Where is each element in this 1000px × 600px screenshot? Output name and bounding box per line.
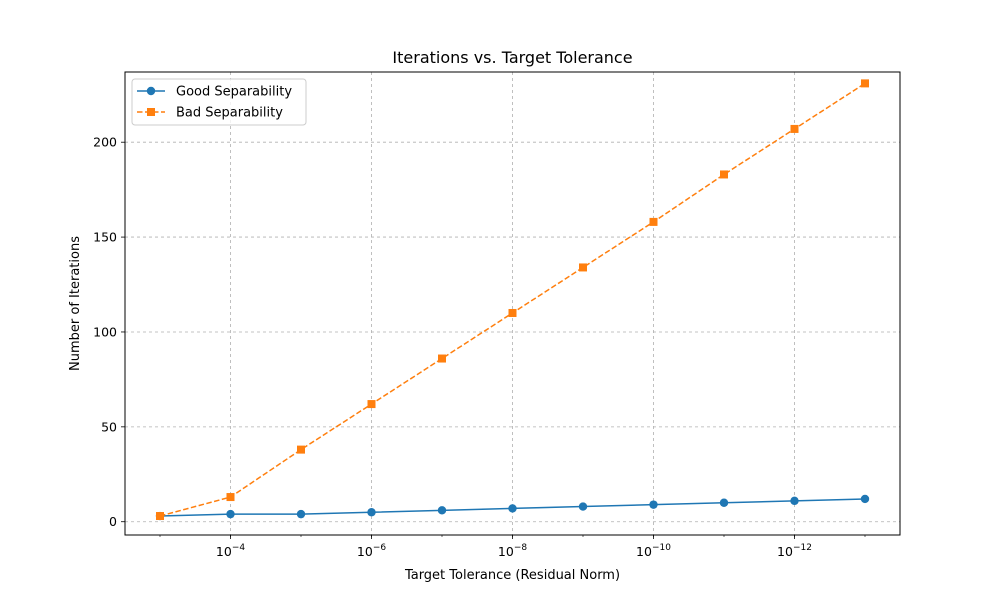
- x-tick-label: 10−4: [216, 543, 245, 559]
- data-point-bad-separability: [579, 263, 587, 272]
- data-point-bad-separability: [438, 354, 446, 363]
- data-point-good-separability: [437, 506, 447, 515]
- grid-lines: [125, 72, 900, 535]
- legend-label: Good Separability: [176, 85, 292, 100]
- legend-label: Bad Separability: [176, 106, 283, 121]
- data-point-good-separability: [578, 502, 588, 511]
- data-point-good-separability: [367, 508, 376, 517]
- legend-entry-bad-separability: Bad Separability: [137, 106, 283, 121]
- x-tick-exponent: −10: [652, 543, 671, 553]
- data-point-good-separability: [790, 496, 799, 506]
- series-layer: [155, 79, 870, 521]
- legend: Good Separability Bad Separability: [131, 78, 307, 126]
- x-tick-exponent: −4: [232, 543, 246, 553]
- data-point-good-separability: [860, 494, 870, 504]
- data-point-bad-separability: [226, 493, 235, 502]
- x-tick-label: 10−10: [636, 543, 671, 559]
- data-point-good-separability: [226, 509, 235, 519]
- data-point-bad-separability: [649, 217, 658, 226]
- chart-title: Iterations vs. Target Tolerance: [392, 48, 632, 67]
- x-tick-exponent: −12: [793, 543, 812, 553]
- x-axis-label: Target Tolerance (Residual Norm): [404, 568, 620, 583]
- data-point-bad-separability: [156, 512, 164, 521]
- y-tick-label: 150: [93, 230, 117, 245]
- y-axis-ticks: 0 50 100 150 200: [93, 135, 125, 529]
- legend-box: [131, 78, 307, 126]
- series-good-separability: [155, 494, 870, 521]
- legend-entry-good-separability: Good Separability: [137, 85, 292, 100]
- x-tick-exponent: −6: [373, 543, 387, 553]
- x-tick-base: 10: [357, 544, 373, 559]
- data-point-good-separability: [649, 500, 658, 509]
- data-point-good-separability: [508, 504, 517, 513]
- x-tick-base: 10: [777, 544, 793, 559]
- data-point-bad-separability: [790, 124, 799, 133]
- data-point-bad-separability: [297, 445, 305, 454]
- x-tick-base: 10: [498, 544, 514, 559]
- y-tick-label: 50: [101, 419, 117, 434]
- x-tick-base: 10: [216, 544, 232, 559]
- x-axis-ticks: 10−4 10−6 10−8 10−10 10−12: [159, 535, 866, 559]
- y-tick-label: 0: [109, 514, 117, 529]
- data-point-bad-separability: [861, 79, 869, 88]
- series-bad-separability: [156, 79, 869, 521]
- data-point-bad-separability: [367, 400, 376, 409]
- legend-marker: [147, 108, 155, 116]
- legend-marker: [146, 86, 156, 96]
- x-tick-exponent: −8: [514, 543, 528, 553]
- y-axis-label: Number of Iterations: [68, 236, 83, 371]
- data-point-good-separability: [719, 498, 729, 507]
- x-tick-label: 10−6: [357, 543, 386, 559]
- data-point-good-separability: [296, 509, 306, 519]
- y-tick-label: 200: [93, 135, 117, 150]
- y-tick-label: 100: [93, 324, 117, 339]
- x-tick-label: 10−8: [498, 543, 527, 559]
- x-tick-label: 10−12: [777, 543, 812, 559]
- data-point-bad-separability: [508, 308, 517, 317]
- x-tick-base: 10: [636, 544, 652, 559]
- data-point-bad-separability: [720, 170, 728, 179]
